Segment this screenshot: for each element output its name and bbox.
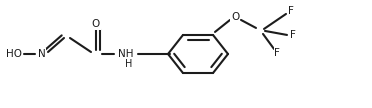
Text: N: N: [38, 49, 46, 59]
Text: NH: NH: [118, 49, 134, 59]
Text: HO: HO: [6, 49, 22, 59]
Text: F: F: [288, 6, 294, 16]
Text: O: O: [92, 19, 100, 29]
Text: F: F: [290, 30, 296, 40]
Text: O: O: [231, 12, 239, 22]
Text: F: F: [274, 48, 280, 58]
Text: H: H: [125, 59, 133, 69]
